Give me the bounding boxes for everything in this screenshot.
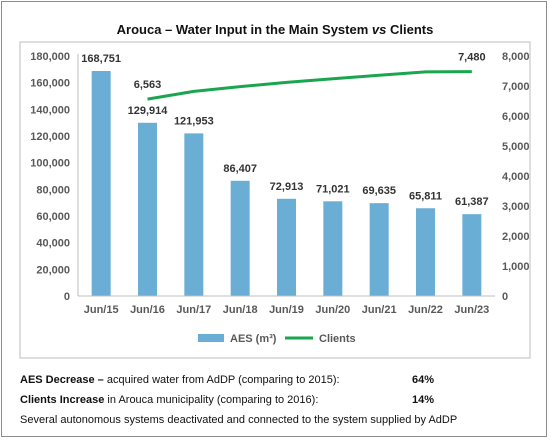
x-tick-label: Jun/20 — [315, 304, 350, 316]
x-axis: Jun/15 Jun/16 Jun/17 Jun/18 Jun/19 Jun/20 Jun/… — [78, 295, 495, 316]
clients-data-label: 6,563 — [134, 79, 162, 91]
aes-decrease-text: acquired water from AdDP (comparing to 2… — [103, 374, 340, 386]
x-tick-label: Jun/16 — [130, 304, 165, 316]
right-tick-label: 4,000 — [502, 171, 530, 183]
clients-increase-value: 14% — [412, 394, 435, 406]
legend-aes-label: AES (m³) — [230, 333, 277, 345]
chart-title: Arouca – Water Input in the Main System … — [116, 22, 434, 37]
left-tick-label: 20,000 — [36, 264, 70, 276]
aes-decrease-note: AES Decrease – acquired water from AdDP … — [20, 370, 540, 390]
x-tick-label: Jun/18 — [223, 304, 258, 316]
aes-bars — [91, 70, 482, 297]
right-tick-label: 1,000 — [502, 261, 530, 273]
left-tick-label: 160,000 — [30, 78, 70, 90]
left-tick-label: 60,000 — [36, 211, 70, 223]
aes-bar-label: 72,913 — [270, 181, 304, 193]
right-tick-label: 6,000 — [502, 111, 530, 123]
aes-bar-label: 65,811 — [409, 190, 442, 202]
notes: AES Decrease – acquired water from AdDP … — [20, 370, 540, 430]
aes-bar-label: 71,021 — [316, 183, 350, 195]
aes-bar — [138, 122, 157, 296]
right-tick-label: 7,000 — [502, 81, 530, 93]
x-tick-label: Jun/21 — [362, 304, 397, 316]
legend-aes-swatch — [198, 334, 224, 342]
left-tick-label: 140,000 — [30, 104, 70, 116]
x-tick-label: Jun/19 — [269, 304, 304, 316]
aes-bar-label: 69,635 — [362, 185, 396, 197]
aes-bar — [369, 203, 389, 296]
aes-bar-labels: 168,751 129,914 121,953 86,407 72,913 71,021 6… — [81, 53, 488, 208]
aes-bar — [91, 70, 111, 297]
clients-increase-note: Clients Increase in Arouca municipality … — [20, 390, 540, 410]
legend-clients-label: Clients — [319, 333, 356, 345]
left-tick-label: 100,000 — [30, 158, 70, 170]
right-axis: 0 1,000 2,000 3,000 4,000 5,000 6,000 7,000 8,00… — [502, 51, 530, 303]
legend: AES (m³) Clients — [198, 333, 356, 345]
aes-decrease-label: AES Decrease – — [20, 374, 104, 386]
right-tick-label: 3,000 — [502, 201, 530, 213]
aes-bar — [416, 208, 435, 296]
clients-increase-text: in Arouca municipality (comparing to 201… — [104, 394, 319, 406]
aes-decrease-value: 64% — [412, 374, 435, 386]
aes-bar-label: 61,387 — [455, 196, 489, 208]
right-tick-label: 8,000 — [502, 51, 530, 63]
aes-bar — [462, 214, 482, 296]
left-tick-label: 180,000 — [30, 51, 70, 63]
aes-bar — [184, 133, 204, 296]
footer-note: Several autonomous systems deactivated a… — [20, 414, 458, 426]
aes-bar — [230, 180, 250, 296]
x-tick-label: Jun/23 — [454, 304, 489, 316]
left-tick-label: 40,000 — [36, 238, 70, 250]
left-tick-label: 0 — [64, 291, 70, 303]
x-tick-label: Jun/22 — [408, 304, 443, 316]
left-tick-label: 80,000 — [36, 184, 70, 196]
clients-data-label: 7,480 — [458, 52, 486, 64]
aes-bar — [277, 198, 296, 296]
clients-series-line — [147, 70, 472, 101]
right-tick-label: 5,000 — [502, 141, 530, 153]
clients-increase-label: Clients Increase — [20, 394, 105, 406]
aes-bar-label: 129,914 — [128, 105, 169, 117]
left-tick-label: 120,000 — [30, 131, 70, 143]
aes-bar-label: 121,953 — [174, 115, 214, 127]
plot-area-frame — [19, 41, 531, 359]
aes-bar-label: 86,407 — [223, 163, 257, 175]
x-tick-label: Jun/15 — [84, 304, 119, 316]
right-tick-label: 0 — [502, 291, 508, 303]
clients-line: 6,563 7,480 — [134, 52, 486, 101]
aes-bar — [323, 201, 343, 296]
left-axis: 0 20,000 40,000 60,000 80,000 100,000 120,000 1… — [30, 51, 79, 303]
x-tick-label: Jun/17 — [176, 304, 211, 316]
right-tick-label: 2,000 — [502, 231, 530, 243]
aes-bar-label: 168,751 — [81, 53, 121, 65]
